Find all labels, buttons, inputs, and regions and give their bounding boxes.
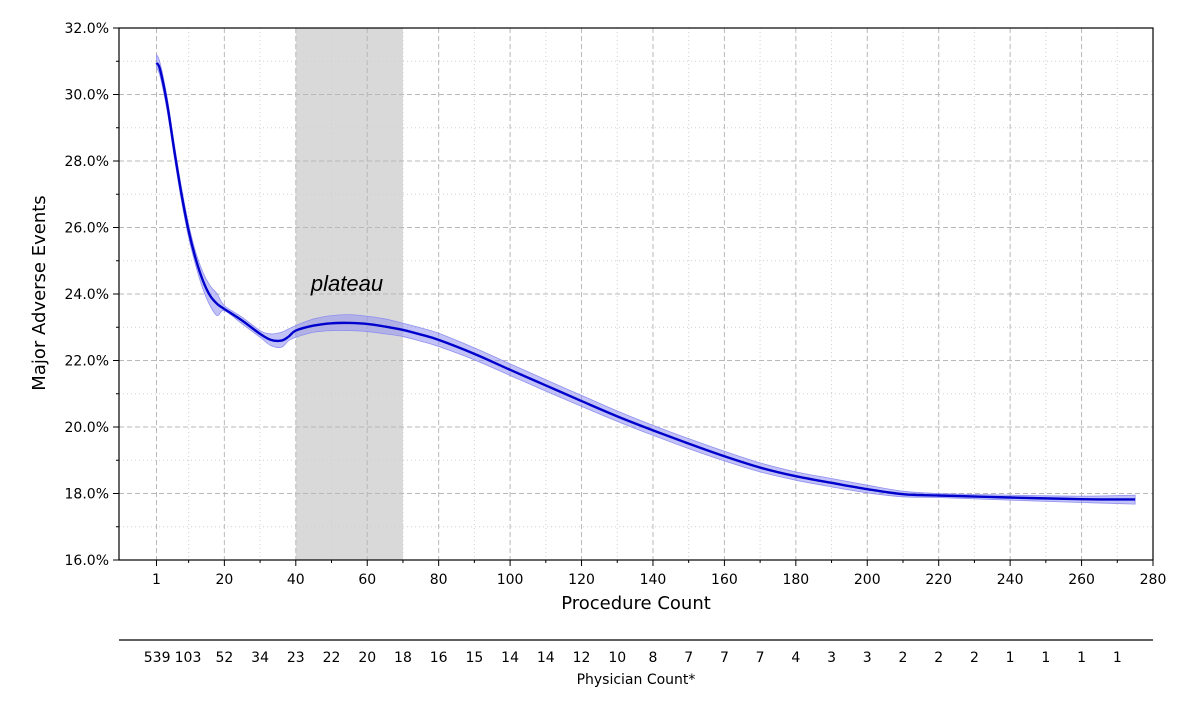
- series-line: [155, 62, 1136, 501]
- physician-count-label: 23: [287, 650, 305, 666]
- y-axis-title: Major Adverse Events: [29, 195, 50, 390]
- confidence-band: [156, 54, 1136, 505]
- physician-count-label: 16: [430, 650, 448, 666]
- y-tick-label: 16.0%: [65, 553, 109, 569]
- physician-count-label: 10: [608, 650, 626, 666]
- physician-count-label: 1: [1077, 650, 1086, 666]
- physician-count-label: 1: [1113, 650, 1122, 666]
- physician-count-label: 18: [394, 650, 412, 666]
- x-tick-label: 100: [497, 572, 524, 588]
- physician-count-label: 20: [358, 650, 376, 666]
- physician-count-label: 12: [573, 650, 591, 666]
- y-tick-label: 28.0%: [65, 154, 109, 170]
- physician-count-label: 2: [934, 650, 943, 666]
- physician-count-label: 539: [144, 650, 171, 666]
- grid: [119, 28, 1153, 560]
- x-tick-label: 180: [782, 572, 809, 588]
- physician-count-label: 14: [537, 650, 555, 666]
- physician-count-label: 3: [863, 650, 872, 666]
- physician-count-label: 8: [649, 650, 658, 666]
- y-tick-label: 18.0%: [65, 487, 109, 503]
- x-tick-label: 80: [430, 572, 448, 588]
- y-tick-label: 32.0%: [65, 21, 109, 37]
- physician-count-label: 7: [720, 650, 729, 666]
- x-tick-label: 60: [358, 572, 376, 588]
- x-tick-label: 200: [854, 572, 881, 588]
- x-axis-ticks: 1 20 40 60 80 100 120 140 160 180 200 220 240 260 280: [152, 560, 1166, 588]
- y-tick-label: 24.0%: [65, 287, 109, 303]
- y-tick-label: 20.0%: [65, 420, 109, 436]
- y-tick-label: 26.0%: [65, 221, 109, 237]
- secondary-axis: 539 103 52 34 23 22 20 18 16 15 14 14 12 10 8 7 7 7 4 3 3 2 2 2…: [119, 639, 1153, 666]
- x-tick-label: 40: [287, 572, 305, 588]
- physician-count-label: 103: [175, 650, 202, 666]
- x-tick-label: 120: [568, 572, 595, 588]
- y-tick-label: 22.0%: [65, 354, 109, 370]
- physician-count-label: 4: [791, 650, 800, 666]
- physician-count-label: 52: [215, 650, 233, 666]
- physician-count-label: 7: [684, 650, 693, 666]
- physician-count-label: 1: [1006, 650, 1015, 666]
- y-axis-ticks: 16.0% 18.0% 20.0% 22.0% 24.0% 26.0% 28.0% 30.0%…: [65, 21, 119, 569]
- x-axis-title: Procedure Count: [561, 593, 711, 614]
- physician-count-label: 1: [1041, 650, 1050, 666]
- physician-count-label: 34: [251, 650, 269, 666]
- x-tick-label: 220: [925, 572, 952, 588]
- physician-count-label: 22: [323, 650, 341, 666]
- x-tick-label: 140: [640, 572, 667, 588]
- physician-count-label: 3: [827, 650, 836, 666]
- x-tick-label: 20: [215, 572, 233, 588]
- physician-count-label: 15: [465, 650, 483, 666]
- physician-count-label: 14: [501, 650, 519, 666]
- y-tick-label: 30.0%: [65, 88, 109, 104]
- x-tick-label: 260: [1068, 572, 1095, 588]
- physician-count-label: 2: [899, 650, 908, 666]
- plateau-annotation: plateau: [310, 271, 383, 296]
- x-tick-label: 1: [152, 572, 161, 588]
- x-tick-label: 160: [711, 572, 738, 588]
- secondary-axis-title: Physician Count*: [577, 672, 696, 688]
- physician-count-label: 2: [970, 650, 979, 666]
- x-tick-label: 240: [997, 572, 1024, 588]
- physician-count-label: 7: [756, 650, 765, 666]
- x-tick-label: 280: [1140, 572, 1167, 588]
